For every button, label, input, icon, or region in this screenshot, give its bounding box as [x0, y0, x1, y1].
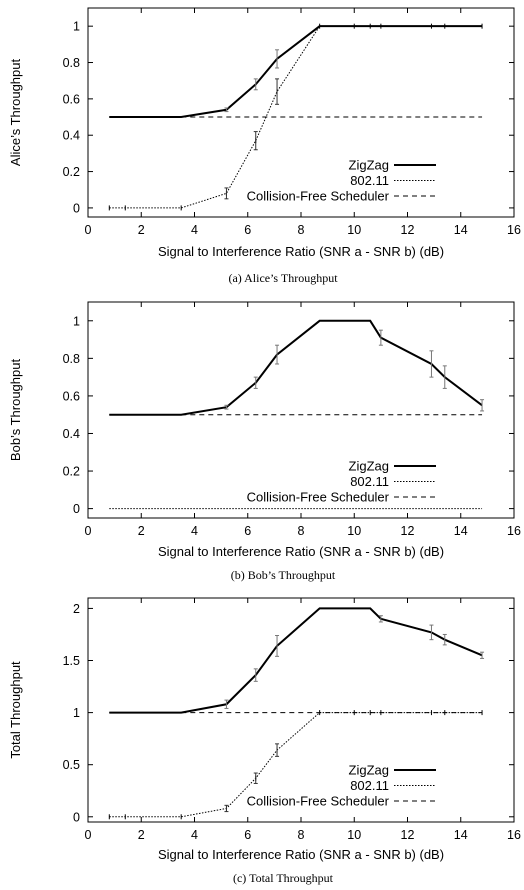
legend-label-3: Collision-Free Scheduler: [247, 189, 390, 204]
x-tick-label: 2: [138, 828, 145, 842]
x-axis-label: Signal to Interference Ratio (SNR a - SN…: [158, 847, 444, 862]
y-tick-label: 0.2: [63, 465, 80, 479]
x-tick-label: 16: [507, 828, 521, 842]
y-tick-label: 0: [73, 201, 80, 215]
y-tick-label: 1.5: [63, 654, 80, 668]
x-tick-label: 4: [191, 828, 198, 842]
y-tick-label: 0.6: [63, 92, 80, 106]
plot-frame: [87, 597, 515, 823]
legend-label-1: ZigZag: [349, 763, 389, 778]
x-tick-label: 0: [85, 223, 92, 237]
x-tick-label: 6: [244, 828, 251, 842]
x-tick-label: 8: [298, 828, 305, 842]
y-tick-label: 0: [73, 810, 80, 824]
y-tick-label: 1: [73, 20, 80, 34]
chart-2: 0 2 4 6 8 10 12 14 16 0 0.2 0.4 0.6 0.8 1 Signal to Int…: [8, 301, 521, 582]
x-tick-label: 10: [347, 828, 361, 842]
legend-label-3: Collision-Free Scheduler: [247, 490, 390, 505]
y-tick-label: 1: [73, 314, 80, 328]
y-axis-label: Alice’s Throughput: [8, 59, 23, 167]
figure-caption: (a) Alice’s Throughput: [228, 271, 338, 285]
chart-1: 0 2 4 6 8 10 12 14 16 0 0.2 0.4 0.6 0.8 1 Signal to Int…: [8, 7, 521, 285]
x-tick-label: 16: [507, 524, 521, 538]
x-tick-label: 10: [347, 223, 361, 237]
x-tick-label: 14: [454, 524, 468, 538]
legend-label-1: ZigZag: [349, 459, 389, 474]
legend-label-2: 802.11: [350, 173, 389, 188]
x-tick-label: 8: [298, 524, 305, 538]
x-tick-label: 14: [454, 828, 468, 842]
x-tick-label: 4: [191, 223, 198, 237]
legend-label-2: 802.11: [350, 474, 389, 489]
x-axis-label: Signal to Interference Ratio (SNR a - SN…: [158, 244, 444, 259]
figure-caption: (c) Total Throughput: [233, 871, 334, 885]
x-tick-label: 16: [507, 223, 521, 237]
y-tick-label: 1: [73, 706, 80, 720]
x-tick-label: 12: [401, 524, 415, 538]
legend-label-2: 802.11: [350, 778, 389, 793]
series-line-1: [109, 319, 483, 416]
legend-label-1: ZigZag: [349, 158, 389, 173]
x-axis-label: Signal to Interference Ratio (SNR a - SN…: [158, 544, 444, 559]
y-tick-label: 0.8: [63, 56, 80, 70]
y-axis-label: Total Throughput: [8, 661, 23, 759]
x-tick-label: 12: [401, 828, 415, 842]
x-tick-label: 6: [244, 223, 251, 237]
y-tick-label: 0.8: [63, 352, 80, 366]
x-tick-label: 12: [401, 223, 415, 237]
y-tick-label: 0.2: [63, 165, 80, 179]
x-tick-label: 10: [347, 524, 361, 538]
y-axis-label: Bob’s Throughput: [8, 359, 23, 462]
figure-caption: (b) Bob’s Throughput: [231, 568, 336, 582]
y-tick-label: 2: [73, 602, 80, 616]
y-tick-label: 0.5: [63, 758, 80, 772]
chart-3: 0 2 4 6 8 10 12 14 16 0 0.5 1 1.5 2 Signal to Interfer…: [8, 597, 521, 885]
y-tick-label: 0.4: [63, 129, 80, 143]
y-tick-label: 0.6: [63, 389, 80, 403]
x-tick-label: 2: [138, 524, 145, 538]
y-tick-label: 0: [73, 502, 80, 516]
x-tick-label: 8: [298, 223, 305, 237]
x-tick-label: 6: [244, 524, 251, 538]
x-tick-label: 14: [454, 223, 468, 237]
y-tick-label: 0.4: [63, 427, 80, 441]
legend-label-3: Collision-Free Scheduler: [247, 794, 390, 809]
x-tick-label: 2: [138, 223, 145, 237]
x-tick-label: 0: [85, 828, 92, 842]
series-line-1: [109, 25, 483, 119]
x-tick-label: 4: [191, 524, 198, 538]
series-line-1: [109, 607, 483, 714]
x-tick-label: 0: [85, 524, 92, 538]
